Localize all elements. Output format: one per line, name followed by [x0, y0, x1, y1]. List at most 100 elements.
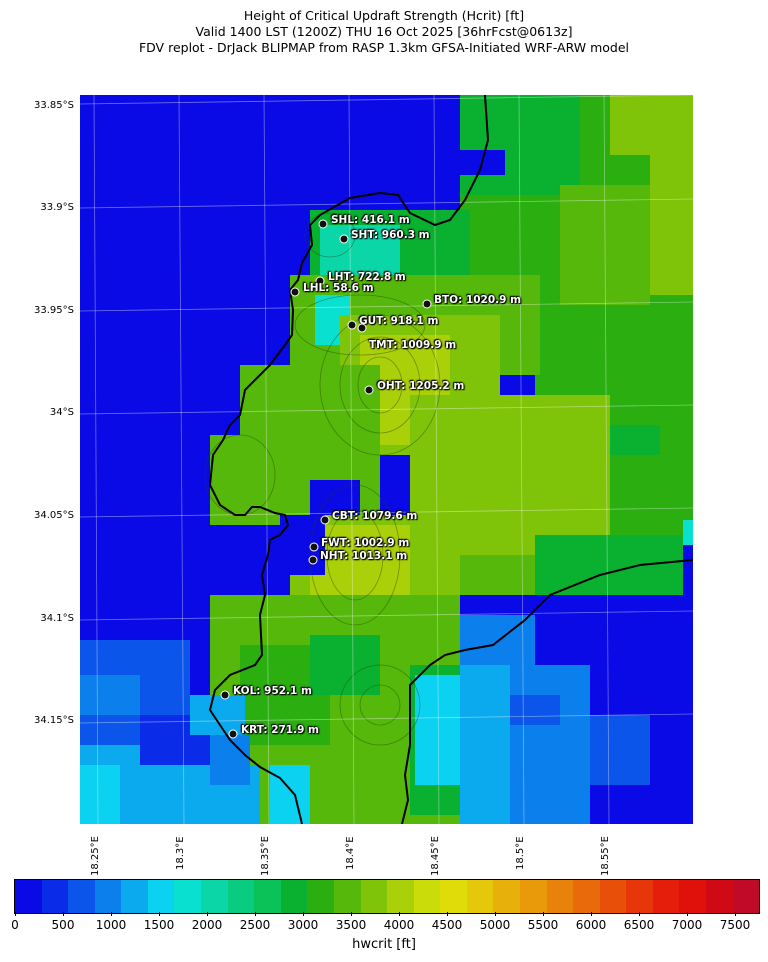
colorbar-swatch [147, 880, 175, 913]
station-marker [309, 542, 319, 552]
colorbar-tick-label: 2000 [191, 918, 223, 932]
station-marker [422, 299, 432, 309]
lon-label: 18.5°E [515, 836, 526, 870]
colorbar-tick-label: 5500 [527, 918, 559, 932]
lat-label: 33.9°S [40, 202, 74, 213]
colorbar-tick-mark [159, 912, 160, 916]
station-marker [364, 385, 374, 395]
colorbar-tick-label: 4000 [383, 918, 415, 932]
colorbar-tick-label: 1500 [143, 918, 175, 932]
colorbar-tick-label: 1000 [95, 918, 127, 932]
lon-label: 18.3°E [175, 836, 186, 870]
lat-label: 34.1°S [40, 613, 74, 624]
colorbar-swatch [732, 880, 760, 913]
title-line3: FDV replot - DrJack BLIPMAP from RASP 1.… [138, 40, 630, 55]
colorbar-tick-label: 7000 [671, 918, 703, 932]
lon-label: 18.25°E [90, 836, 101, 876]
colorbar-tick-label: 5000 [479, 918, 511, 932]
colorbar-tick-label: 6000 [575, 918, 607, 932]
station-marker [308, 555, 318, 565]
colorbar-tick-label: 7500 [719, 918, 751, 932]
colorbar-tick-mark [639, 912, 640, 916]
station-label: LHT: 722.8 m [328, 271, 406, 283]
colorbar-swatch [706, 880, 733, 913]
colorbar-swatch [68, 880, 95, 913]
station-label: OHT: 1205.2 m [377, 380, 465, 392]
hcrit-field [80, 95, 693, 824]
colorbar-tick-label: 4500 [431, 918, 463, 932]
colorbar-swatch [679, 880, 707, 913]
lon-label: 18.35°E [260, 836, 271, 876]
colorbar-swatch [227, 880, 255, 913]
lat-label: 34.15°S [34, 715, 74, 726]
colorbar-swatch [493, 880, 520, 913]
station-label: NHT: 1013.1 m [320, 550, 408, 562]
colorbar-tick-mark [735, 912, 736, 916]
map-frame [80, 95, 693, 824]
colorbar-swatch [599, 880, 627, 913]
colorbar-swatch [94, 880, 122, 913]
colorbar-swatch [15, 880, 42, 913]
station-label: SHT: 960.3 m [351, 229, 430, 241]
station-label: SHL: 416.1 m [331, 214, 410, 226]
station-label: LHL: 58.6 m [303, 282, 374, 294]
colorbar-tick-mark [63, 912, 64, 916]
colorbar-tick-label: 6500 [623, 918, 655, 932]
station-marker [318, 219, 328, 229]
colorbar-swatch [360, 880, 388, 913]
colorbar-swatch [333, 880, 361, 913]
colorbar-tick-mark [591, 912, 592, 916]
colorbar-swatch [387, 880, 414, 913]
station-label: BTO: 1020.9 m [434, 294, 522, 306]
colorbar-tick-mark [15, 912, 16, 916]
colorbar-swatch [573, 880, 600, 913]
colorbar-swatch [466, 880, 494, 913]
colorbar-tick-label: 0 [11, 918, 19, 932]
colorbar-swatch [519, 880, 547, 913]
title-line2: Valid 1400 LST (1200Z) THU 16 Oct 2025 [… [195, 24, 573, 39]
colorbar-swatch [652, 880, 680, 913]
station-label: TMT: 1009.9 m [369, 339, 457, 351]
colorbar-tick-label: 3500 [335, 918, 367, 932]
colorbar-swatch [440, 880, 467, 913]
station-label: KOL: 952.1 m [233, 685, 312, 697]
colorbar-tick-label: 3000 [287, 918, 319, 932]
lat-label: 33.95°S [34, 305, 74, 316]
coastline [208, 95, 693, 824]
colorbar-tick-mark [687, 912, 688, 916]
colorbar-swatch [307, 880, 334, 913]
colorbar-tick-mark [543, 912, 544, 916]
colorbar-tick-mark [255, 912, 256, 916]
colorbar-tick-mark [495, 912, 496, 916]
colorbar-swatch [546, 880, 574, 913]
station-marker [228, 729, 238, 739]
colorbar-swatch [413, 880, 441, 913]
colorbar-tick-mark [111, 912, 112, 916]
station-marker [347, 320, 357, 330]
lat-label: 34°S [49, 407, 74, 418]
lon-label: 18.4°E [345, 836, 356, 870]
colorbar-swatch [201, 880, 228, 913]
colorbar-tick-label: 2500 [239, 918, 271, 932]
colorbar-tick-label: 500 [51, 918, 75, 932]
colorbar-swatch [41, 880, 69, 913]
colorbar-swatch [121, 880, 148, 913]
station-label: CBT: 1079.6 m [332, 510, 418, 522]
colorbar-tick-mark [447, 912, 448, 916]
colorbar-swatch [626, 880, 653, 913]
colorbar [14, 879, 760, 914]
colorbar-tick-mark [351, 912, 352, 916]
map-canvas [80, 95, 693, 824]
colorbar-swatch [174, 880, 202, 913]
colorbar-tick-mark [303, 912, 304, 916]
lon-label: 18.55°E [600, 836, 611, 876]
lat-label: 33.85°S [34, 100, 74, 111]
station-marker [315, 276, 325, 286]
station-marker [357, 323, 367, 333]
station-marker [339, 234, 349, 244]
colorbar-swatch [254, 880, 281, 913]
colorbar-label: hwcrit [ft] [352, 937, 416, 952]
graticule [80, 95, 693, 824]
station-label: KRT: 271.9 m [241, 724, 320, 736]
lon-label: 18.45°E [430, 836, 441, 876]
